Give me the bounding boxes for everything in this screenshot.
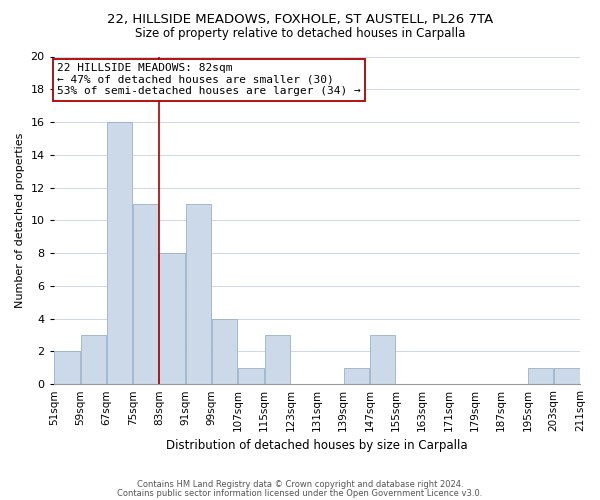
X-axis label: Distribution of detached houses by size in Carpalla: Distribution of detached houses by size …: [166, 440, 467, 452]
Bar: [528, 368, 553, 384]
Bar: [186, 204, 211, 384]
Bar: [54, 352, 80, 384]
Bar: [238, 368, 264, 384]
Text: 22, HILLSIDE MEADOWS, FOXHOLE, ST AUSTELL, PL26 7TA: 22, HILLSIDE MEADOWS, FOXHOLE, ST AUSTEL…: [107, 12, 493, 26]
Bar: [344, 368, 369, 384]
Y-axis label: Number of detached properties: Number of detached properties: [15, 132, 25, 308]
Bar: [133, 204, 158, 384]
Text: Contains HM Land Registry data © Crown copyright and database right 2024.: Contains HM Land Registry data © Crown c…: [137, 480, 463, 489]
Bar: [160, 253, 185, 384]
Bar: [265, 335, 290, 384]
Text: 22 HILLSIDE MEADOWS: 82sqm
← 47% of detached houses are smaller (30)
53% of semi: 22 HILLSIDE MEADOWS: 82sqm ← 47% of deta…: [57, 63, 361, 96]
Bar: [370, 335, 395, 384]
Bar: [212, 318, 238, 384]
Bar: [107, 122, 132, 384]
Bar: [554, 368, 580, 384]
Text: Contains public sector information licensed under the Open Government Licence v3: Contains public sector information licen…: [118, 488, 482, 498]
Bar: [80, 335, 106, 384]
Text: Size of property relative to detached houses in Carpalla: Size of property relative to detached ho…: [135, 28, 465, 40]
